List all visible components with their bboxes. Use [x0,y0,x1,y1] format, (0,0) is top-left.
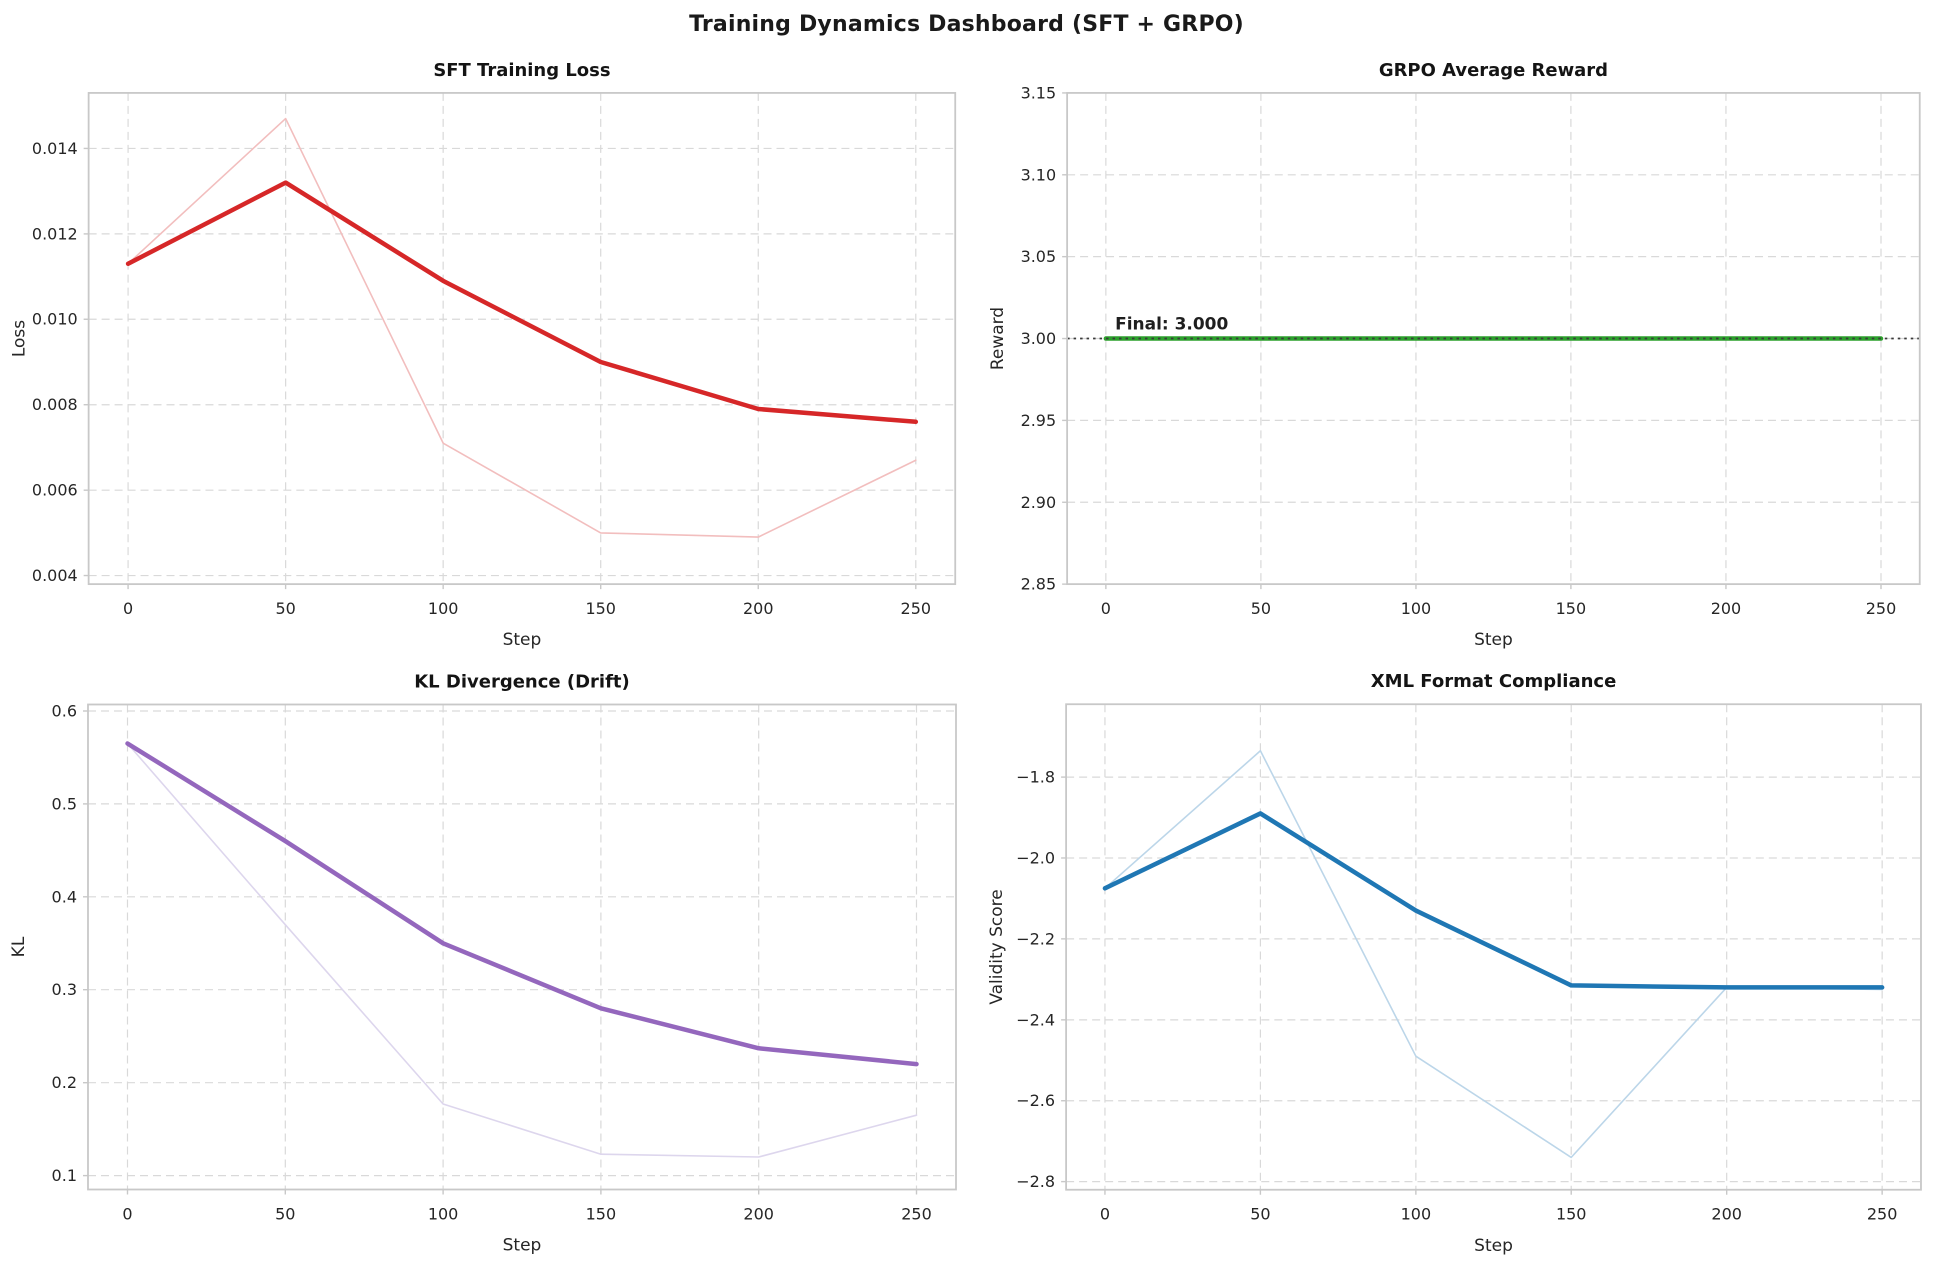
axes-spines [1066,92,1921,586]
y-tick-label: 0.010 [32,310,78,329]
y-tick-label: 0.1 [52,1166,77,1185]
kl-divergence-drift-smoothed-line [125,741,919,1067]
axes-spines [87,703,957,1191]
dashboard-title: Training Dynamics Dashboard (SFT + GRPO) [689,12,1244,37]
y-tick-label: −2.0 [1016,848,1055,867]
y-axis-label: Loss [10,320,30,357]
y-axis-label: Reward [988,307,1008,370]
sft-training-loss-smoothed-line [125,180,919,425]
x-tick-label: 50 [1250,1205,1270,1224]
x-tick-label: 100 [428,1205,459,1224]
kl-divergence-drift-raw-line [126,742,918,1158]
y-axis-ticks: 0.004 0.006 0.008 0.010 0.012 0.014 [32,139,89,585]
x-tick-label: 100 [1401,1205,1432,1224]
chart-xml-format-compliance: 0 50 100 150 200 250 −2.8 −2.6 −2.4 −2.2 −2.0 −1.8 X… [966,662,1933,1278]
series-lines [125,117,919,538]
x-axis-ticks: 0 50 100 150 200 250 [1100,1189,1898,1224]
chart-kl-divergence-drift: 0 50 100 150 200 250 0.1 0.2 0.3 0.4 0.5 0.6 KL Dive… [0,662,966,1278]
y-tick-label: −2.8 [1016,1172,1055,1191]
x-axis-label: Step [1474,1236,1513,1256]
y-tick-label: 0.3 [52,980,77,999]
y-tick-label: 0.4 [52,887,77,906]
y-tick-label: −2.2 [1016,929,1055,948]
y-tick-label: 3.15 [1021,83,1057,102]
final-value-annotation: Final: 3.000 [1115,315,1228,335]
chart-canvas-sft-training-loss: 0 50 100 150 200 250 0.004 0.006 0.008 0.010 0.012… [0,48,966,662]
y-tick-label: 0.004 [32,566,78,585]
gridlines [88,704,956,1190]
x-tick-label: 200 [1711,1205,1742,1224]
x-tick-label: 150 [1556,599,1586,618]
y-axis-label: KL [9,936,29,957]
x-tick-label: 150 [1556,1205,1587,1224]
x-tick-label: 250 [1867,1205,1898,1224]
y-tick-label: 3.00 [1021,329,1057,348]
chart-canvas-grpo-average-reward: Final: 3.000 0 50 100 150 200 250 2.85 2.90 2.95 3… [967,48,1932,662]
y-axis-ticks: 2.85 2.90 2.95 3.00 3.05 3.10 3.15 [1021,83,1068,594]
y-tick-label: 0.6 [52,702,77,721]
axes-spines [87,92,957,586]
y-axis-ticks: 0.1 0.2 0.3 0.4 0.5 0.6 [52,702,88,1185]
xml-format-compliance-smoothed-line [1102,811,1885,990]
chart-background [966,662,1933,1278]
chart-sft-training-loss: 0 50 100 150 200 250 0.004 0.006 0.008 0.010 0.012… [0,48,966,662]
chart-grpo-average-reward: Final: 3.000 0 50 100 150 200 250 2.85 2.90 2.95 3… [966,48,1933,662]
x-axis-label: Step [1474,630,1513,650]
y-tick-label: 0.014 [32,139,78,158]
gridlines [1067,92,1920,585]
sft-training-loss-raw-line [127,117,917,538]
x-tick-label: 200 [743,1205,774,1224]
x-axis-ticks: 0 50 100 150 200 250 [123,584,931,618]
x-tick-label: 150 [586,1205,617,1224]
chart-background [0,48,966,662]
y-tick-label: −1.8 [1016,768,1055,787]
x-tick-label: 100 [1401,599,1431,618]
chart-canvas-kl-divergence-drift: 0 50 100 150 200 250 0.1 0.2 0.3 0.4 0.5 0.6 KL Dive… [0,662,966,1278]
x-axis-ticks: 0 50 100 150 200 250 [1101,584,1896,618]
y-axis-ticks: −2.8 −2.6 −2.4 −2.2 −2.0 −1.8 [1016,768,1067,1191]
x-axis-ticks: 0 50 100 150 200 250 [122,1189,932,1224]
charts-grid: 0 50 100 150 200 250 0.004 0.006 0.008 0.010 0.012… [0,48,1933,1278]
x-tick-label: 250 [901,599,931,618]
y-tick-label: −2.6 [1016,1091,1055,1110]
x-axis-label: Step [503,1236,542,1256]
chart-title: KL Divergence (Drift) [414,672,630,693]
y-tick-label: 3.05 [1021,247,1057,266]
y-axis-label: Validity Score [987,889,1007,1004]
chart-title: GRPO Average Reward [1379,60,1608,81]
x-tick-label: 200 [743,599,773,618]
x-tick-label: 0 [123,599,133,618]
series-lines [1102,749,1885,1159]
chart-background [967,48,1932,662]
y-tick-label: 2.85 [1021,575,1057,594]
x-tick-label: 150 [585,599,615,618]
x-tick-label: 50 [275,1205,295,1224]
y-tick-label: −2.4 [1016,1010,1055,1029]
y-tick-label: 2.90 [1021,493,1057,512]
x-tick-label: 50 [275,599,295,618]
x-tick-label: 250 [1866,599,1896,618]
y-tick-label: 3.10 [1021,165,1057,184]
x-tick-label: 0 [122,1205,132,1224]
x-tick-label: 0 [1100,1205,1110,1224]
y-tick-label: 0.5 [52,794,77,813]
x-tick-label: 200 [1711,599,1741,618]
x-tick-label: 50 [1251,599,1271,618]
x-axis-label: Step [503,630,542,650]
chart-title: XML Format Compliance [1371,671,1617,692]
chart-canvas-xml-format-compliance: 0 50 100 150 200 250 −2.8 −2.6 −2.4 −2.2 −2.0 −1.8 X… [966,662,1933,1278]
y-tick-label: 2.95 [1021,411,1057,430]
chart-title: SFT Training Loss [433,60,610,81]
series-lines [125,741,919,1158]
axes-spines [1065,703,1922,1191]
gridlines [1066,704,1921,1190]
x-tick-label: 100 [428,599,458,618]
x-tick-label: 0 [1101,599,1111,618]
y-tick-label: 0.2 [52,1073,77,1092]
y-tick-label: 0.008 [32,395,78,414]
y-tick-label: 0.012 [32,224,78,243]
y-tick-label: 0.006 [32,481,78,500]
x-tick-label: 250 [901,1205,932,1224]
